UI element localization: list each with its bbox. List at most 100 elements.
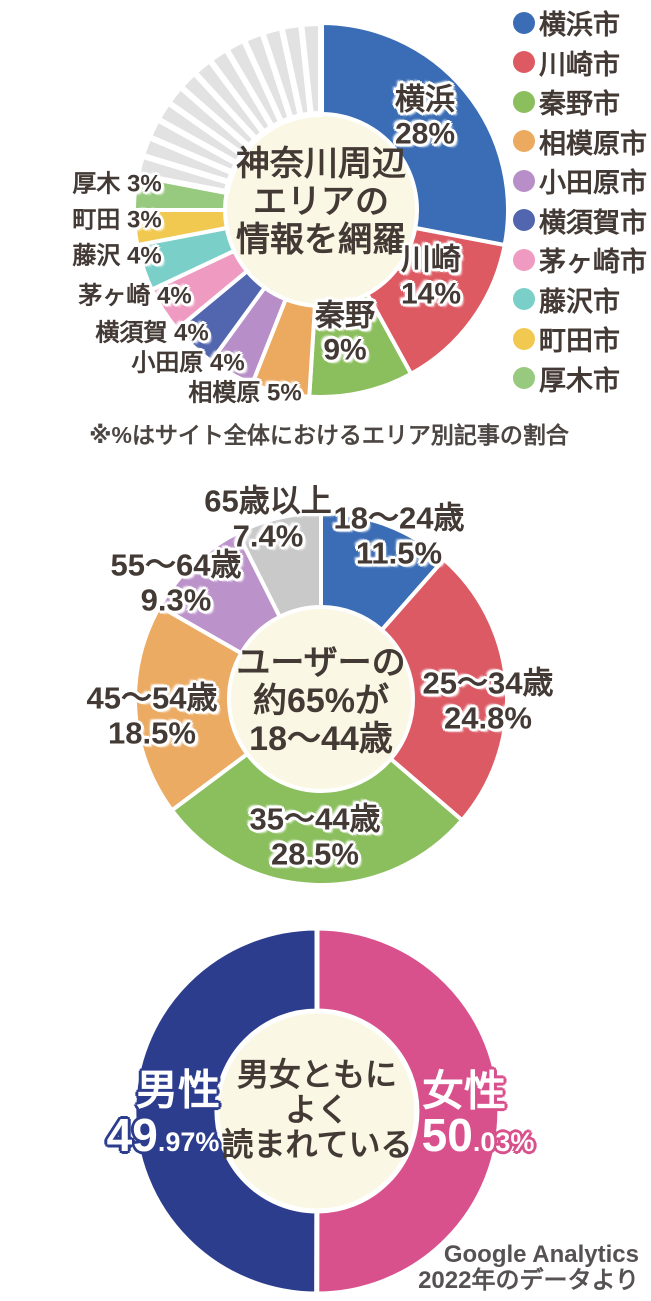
slice-age-25〜34歳: [379, 557, 509, 823]
legend-item-厚木市: 厚木市: [513, 359, 647, 399]
pct-decimal: .97%: [157, 1127, 220, 1158]
callout-text: 14%: [400, 277, 462, 310]
legend-color-dot: [513, 51, 535, 74]
callout-text: 45〜54歳: [86, 680, 218, 716]
gender-chart-center-text: 男女ともに よく 読まれている: [221, 1056, 413, 1163]
callout-gender-male-pct: 49.97%: [106, 1109, 220, 1162]
legend-color-dot: [513, 248, 535, 271]
legend-color-dot: [513, 11, 535, 34]
callout-area-fujisawa: 藤沢 4%: [72, 243, 161, 271]
legend-color-dot: [513, 209, 535, 232]
callout-text: 65歳以上: [204, 483, 332, 519]
age-center-circle: [229, 607, 413, 791]
pct-integer: 49: [106, 1109, 158, 1162]
slice-age-45〜54歳: [132, 604, 250, 813]
callout-text: 28.5%: [271, 836, 359, 871]
legend-item-秦野市: 秦野市: [513, 82, 647, 122]
legend-item-藤沢市: 藤沢市: [513, 280, 647, 320]
callout-age-25-34: 25〜34歳 24.8%: [423, 666, 554, 735]
callout-text: 11.5%: [355, 535, 443, 570]
age-center-line1: ユーザーの: [236, 644, 406, 682]
legend-label: 茅ヶ崎市: [539, 247, 647, 278]
footer-source-line1: Google Analytics: [443, 1241, 639, 1268]
legend-label: 藤沢市: [539, 286, 620, 317]
gender-center-line2: よく: [284, 1091, 350, 1128]
legend-label: 厚木市: [539, 365, 620, 396]
callout-age-35-44: 35〜44歳 28.5%: [250, 802, 381, 871]
gender-donut-chart: [131, 925, 503, 1297]
slice-age-65歳以上: [235, 511, 323, 619]
footer-source-line2: 2022年のデータより: [418, 1267, 639, 1294]
legend-color-dot: [513, 90, 535, 113]
age-center-line2: 約65%が: [252, 682, 390, 720]
callout-age-55-64: 55〜64歳 9.3%: [111, 548, 242, 617]
slice-gender-男性: [131, 925, 320, 1297]
legend-color-dot: [513, 367, 535, 390]
callout-text: 24.8%: [444, 700, 532, 735]
area-chart-note: ※%はサイト全体におけるエリア別記事の割合: [89, 422, 569, 448]
age-donut-chart: [132, 511, 509, 887]
callout-age-45-54: 45〜54歳 18.5%: [87, 681, 218, 750]
callout-gender-male-label: 男性: [136, 1066, 220, 1113]
callout-area-kawasaki: 川崎 14%: [401, 243, 461, 310]
area-center-line1: 神奈川周辺: [236, 145, 406, 183]
callout-text: 男性: [135, 1066, 221, 1114]
slice-area-横浜: [319, 21, 510, 248]
area-legend: 横浜市川崎市秦野市相模原市小田原市 横須賀市茅ヶ崎市藤沢市町田市厚木市: [513, 3, 647, 398]
legend-color-dot: [513, 288, 535, 311]
callout-age-65plus: 65歳以上 7.4%: [204, 484, 331, 553]
age-chart-center-text: ユーザーの 約65%が 18〜44歳: [236, 644, 405, 758]
gender-center-line1: 男女ともに: [236, 1056, 398, 1093]
callout-age-18-24: 18〜24歳 11.5%: [334, 501, 465, 570]
slice-age-35〜44歳: [169, 752, 465, 887]
callout-area-sagamihara: 相模原 5%: [188, 380, 301, 408]
age-center-line3: 18〜44歳: [249, 720, 393, 758]
legend-item-横須賀市: 横須賀市: [513, 201, 647, 241]
legend-item-茅ヶ崎市: 茅ヶ崎市: [513, 240, 647, 280]
legend-color-dot: [513, 169, 535, 192]
footer-source: Google Analytics 2022年のデータより: [418, 1242, 639, 1294]
callout-text: 茅ヶ崎 4%: [78, 282, 192, 310]
legend-item-町田市: 町田市: [513, 319, 647, 359]
callout-text: 町田 3%: [72, 206, 162, 234]
callout-text: 55〜64歳: [110, 547, 242, 583]
callout-area-machida: 町田 3%: [72, 206, 162, 235]
callout-gender-female-pct: 50.03%: [421, 1109, 535, 1162]
legend-label: 町田市: [539, 326, 620, 357]
callout-text: 秦野: [315, 299, 375, 333]
area-center-line2: エリアの: [253, 183, 389, 221]
slice-area-other-13: [298, 20, 324, 118]
callout-area-atsugi: 厚木 3%: [72, 170, 162, 199]
area-center-circle: [225, 114, 417, 306]
legend-color-dot: [513, 130, 535, 153]
callout-text: 女性: [421, 1067, 507, 1115]
callout-text: 25〜34歳: [422, 665, 554, 701]
gender-center-line3: 読まれている: [221, 1126, 413, 1163]
callout-text: 横須賀 4%: [95, 319, 209, 347]
legend-label: 小田原市: [539, 168, 647, 199]
callout-area-hadano: 秦野 9%: [315, 299, 375, 366]
legend-label: 相模原市: [539, 128, 647, 159]
callout-text: 厚木 3%: [72, 170, 162, 198]
pct-decimal: .03%: [472, 1127, 535, 1158]
callout-text: 9%: [323, 333, 367, 366]
legend-label: 秦野市: [539, 89, 620, 120]
legend-label: 川崎市: [539, 49, 620, 80]
legend-item-川崎市: 川崎市: [513, 43, 647, 83]
legend-color-dot: [513, 327, 535, 350]
callout-area-odawara: 小田原 4%: [131, 349, 245, 378]
callout-area-chigasaki: 茅ヶ崎 4%: [78, 282, 192, 311]
callout-text: 小田原 4%: [131, 349, 245, 377]
legend-label: 横浜市: [539, 10, 620, 41]
callout-text: 7.4%: [232, 518, 304, 553]
callout-text: 28%: [394, 117, 456, 150]
callout-area-yokosuka: 横須賀 4%: [95, 319, 209, 348]
callout-text: 35〜44歳: [249, 801, 381, 837]
callout-text: 18〜24歳: [333, 500, 465, 536]
legend-item-相模原市: 相模原市: [513, 122, 647, 162]
legend-item-小田原市: 小田原市: [513, 161, 647, 201]
pct-integer: 50: [421, 1109, 473, 1162]
callout-area-yokohama: 横浜 28%: [395, 83, 455, 150]
